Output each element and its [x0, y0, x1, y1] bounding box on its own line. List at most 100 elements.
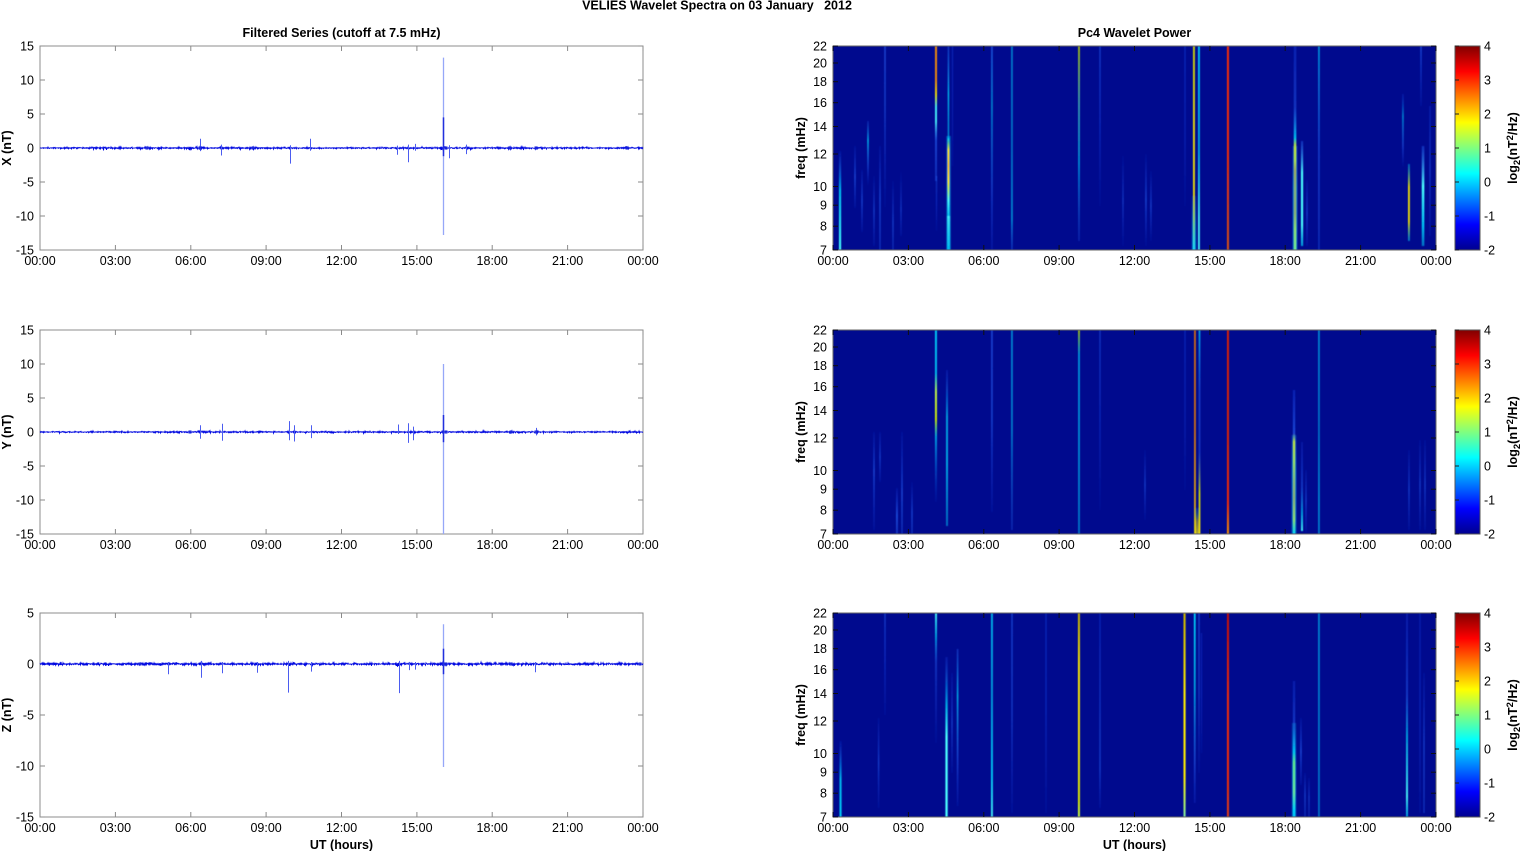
svg-text:-10: -10: [16, 494, 34, 508]
svg-text:12:00: 12:00: [1119, 821, 1150, 835]
svg-text:8: 8: [820, 787, 827, 801]
svg-text:15: 15: [20, 324, 34, 338]
svg-text:12:00: 12:00: [1119, 538, 1150, 552]
svg-text:06:00: 06:00: [175, 538, 206, 552]
svg-text:2: 2: [1484, 675, 1491, 689]
svg-text:00:00: 00:00: [627, 254, 658, 268]
svg-text:06:00: 06:00: [968, 538, 999, 552]
svg-text:16: 16: [813, 96, 827, 110]
svg-text:21:00: 21:00: [552, 254, 583, 268]
svg-text:18:00: 18:00: [477, 538, 508, 552]
svg-text:freq (mHz): freq (mHz): [794, 684, 808, 746]
svg-text:21:00: 21:00: [552, 538, 583, 552]
svg-text:freq (mHz): freq (mHz): [794, 401, 808, 463]
svg-text:-2: -2: [1484, 528, 1495, 542]
svg-text:8: 8: [820, 504, 827, 518]
svg-text:00:00: 00:00: [24, 538, 55, 552]
svg-text:7: 7: [820, 244, 827, 258]
svg-text:1: 1: [1484, 426, 1491, 440]
svg-text:10: 10: [813, 464, 827, 478]
svg-text:00:00: 00:00: [817, 821, 848, 835]
svg-text:X (nT): X (nT): [0, 130, 14, 165]
svg-text:06:00: 06:00: [175, 254, 206, 268]
svg-text:15:00: 15:00: [401, 254, 432, 268]
svg-text:1: 1: [1484, 142, 1491, 156]
svg-text:20: 20: [813, 341, 827, 355]
svg-text:20: 20: [813, 57, 827, 71]
svg-text:18:00: 18:00: [477, 821, 508, 835]
svg-text:21:00: 21:00: [552, 821, 583, 835]
svg-text:-10: -10: [16, 210, 34, 224]
svg-text:20: 20: [813, 624, 827, 638]
svg-text:18:00: 18:00: [1270, 538, 1301, 552]
svg-text:03:00: 03:00: [893, 254, 924, 268]
svg-text:00:00: 00:00: [1420, 254, 1451, 268]
svg-text:12:00: 12:00: [1119, 254, 1150, 268]
svg-text:9: 9: [820, 483, 827, 497]
svg-text:09:00: 09:00: [1043, 254, 1074, 268]
svg-text:5: 5: [27, 607, 34, 621]
svg-text:18: 18: [813, 642, 827, 656]
svg-text:10: 10: [20, 74, 34, 88]
svg-text:0: 0: [27, 142, 34, 156]
svg-text:-5: -5: [23, 709, 34, 723]
svg-text:12:00: 12:00: [326, 254, 357, 268]
svg-text:Y (nT): Y (nT): [0, 414, 14, 449]
svg-text:5: 5: [27, 392, 34, 406]
svg-text:18: 18: [813, 75, 827, 89]
svg-text:UT (hours): UT (hours): [310, 838, 373, 851]
svg-text:-2: -2: [1484, 244, 1495, 258]
svg-text:15:00: 15:00: [1194, 821, 1225, 835]
svg-text:14: 14: [813, 687, 827, 701]
svg-text:15:00: 15:00: [401, 821, 432, 835]
svg-text:10: 10: [813, 747, 827, 761]
svg-text:06:00: 06:00: [968, 821, 999, 835]
svg-text:-5: -5: [23, 176, 34, 190]
svg-text:0: 0: [1484, 176, 1491, 190]
svg-text:03:00: 03:00: [100, 821, 131, 835]
svg-text:-1: -1: [1484, 210, 1495, 224]
svg-text:3: 3: [1484, 641, 1491, 655]
svg-text:0: 0: [27, 426, 34, 440]
svg-text:03:00: 03:00: [893, 538, 924, 552]
svg-text:03:00: 03:00: [893, 821, 924, 835]
svg-text:16: 16: [813, 380, 827, 394]
svg-text:4: 4: [1484, 324, 1491, 338]
svg-text:log2(nT2/Hz): log2(nT2/Hz): [1505, 396, 1522, 468]
svg-text:09:00: 09:00: [1043, 538, 1074, 552]
svg-text:VELIES Wavelet Spectra on 03 J: VELIES Wavelet Spectra on 03 January 201…: [582, 0, 852, 13]
svg-text:log2(nT2/Hz): log2(nT2/Hz): [1505, 112, 1522, 184]
svg-text:21:00: 21:00: [1345, 538, 1376, 552]
svg-text:09:00: 09:00: [1043, 821, 1074, 835]
svg-text:18: 18: [813, 359, 827, 373]
svg-text:18:00: 18:00: [477, 254, 508, 268]
svg-text:-2: -2: [1484, 811, 1495, 825]
svg-text:09:00: 09:00: [250, 538, 281, 552]
svg-text:09:00: 09:00: [250, 254, 281, 268]
svg-text:00:00: 00:00: [627, 821, 658, 835]
svg-text:21:00: 21:00: [1345, 254, 1376, 268]
svg-text:06:00: 06:00: [968, 254, 999, 268]
svg-text:15: 15: [20, 40, 34, 54]
svg-text:00:00: 00:00: [24, 254, 55, 268]
svg-text:12:00: 12:00: [326, 538, 357, 552]
svg-text:9: 9: [820, 199, 827, 213]
svg-text:00:00: 00:00: [24, 821, 55, 835]
svg-text:Pc4 Wavelet Power: Pc4 Wavelet Power: [1078, 26, 1192, 40]
svg-text:-10: -10: [16, 760, 34, 774]
svg-text:12:00: 12:00: [326, 821, 357, 835]
svg-text:9: 9: [820, 766, 827, 780]
svg-text:18:00: 18:00: [1270, 254, 1301, 268]
svg-text:log2(nT2/Hz): log2(nT2/Hz): [1505, 679, 1522, 751]
svg-text:15:00: 15:00: [401, 538, 432, 552]
svg-text:00:00: 00:00: [1420, 821, 1451, 835]
svg-text:15:00: 15:00: [1194, 538, 1225, 552]
svg-text:10: 10: [813, 180, 827, 194]
svg-text:22: 22: [813, 607, 827, 621]
svg-text:22: 22: [813, 324, 827, 338]
svg-text:-15: -15: [16, 528, 34, 542]
svg-text:12: 12: [813, 432, 827, 446]
svg-text:7: 7: [820, 811, 827, 825]
svg-text:-15: -15: [16, 811, 34, 825]
svg-text:UT (hours): UT (hours): [1103, 838, 1166, 851]
